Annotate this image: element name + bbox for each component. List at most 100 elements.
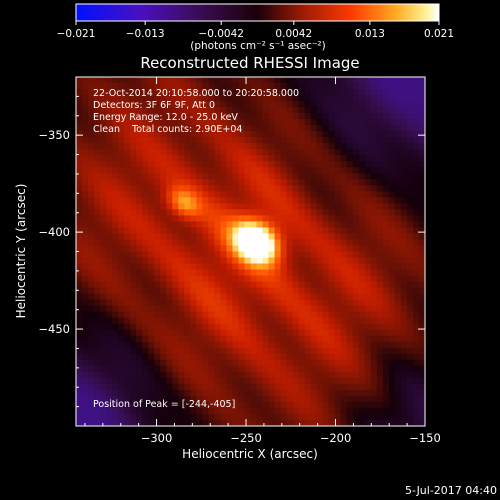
heatmap-cell <box>178 179 185 186</box>
heatmap-cell <box>274 101 281 108</box>
heatmap-cell <box>400 185 408 192</box>
heatmap-cell <box>178 221 185 228</box>
heatmap-cell <box>88 191 95 198</box>
heatmap-cell <box>298 323 306 331</box>
heatmap-cell <box>226 401 233 409</box>
heatmap-cell <box>340 209 348 216</box>
heatmap-cell <box>298 407 306 415</box>
heatmap-cell <box>136 209 143 216</box>
heatmap-cell <box>388 413 396 421</box>
heatmap-cell <box>418 383 425 391</box>
heatmap-cell <box>178 83 185 90</box>
heatmap-cell <box>172 245 179 252</box>
heatmap-cell <box>268 251 275 258</box>
heatmap-cell <box>76 383 83 391</box>
heatmap-cell <box>370 389 378 397</box>
heatmap-cell <box>214 233 221 240</box>
heatmap-cell <box>160 233 167 240</box>
heatmap-cell <box>112 149 119 156</box>
heatmap-cell <box>154 413 161 421</box>
heatmap-cell <box>220 359 227 367</box>
heatmap-cell <box>112 173 119 180</box>
heatmap-cell <box>214 335 221 343</box>
heatmap-cell <box>76 413 83 421</box>
heatmap-cell <box>280 389 288 397</box>
heatmap-cell <box>238 341 245 349</box>
heatmap-cell <box>340 77 348 84</box>
heatmap-cell <box>376 341 384 349</box>
heatmap-cell <box>394 401 402 409</box>
heatmap-cell <box>232 185 239 192</box>
heatmap-cell <box>292 371 300 379</box>
heatmap-cell <box>160 149 167 156</box>
heatmap-cell <box>148 233 155 240</box>
heatmap-cell <box>100 161 107 168</box>
heatmap-cell <box>370 149 378 156</box>
heatmap-cell <box>286 239 294 246</box>
heatmap-cell <box>208 347 215 355</box>
heatmap-cell <box>286 101 294 108</box>
heatmap-cell <box>346 407 354 415</box>
heatmap-cell <box>178 167 185 174</box>
heatmap-cell <box>166 107 173 114</box>
heatmap-cell <box>250 239 257 246</box>
heatmap-cell <box>406 167 414 174</box>
heatmap-cell <box>316 407 324 415</box>
heatmap-cell <box>136 341 143 349</box>
heatmap-cell <box>322 341 330 349</box>
heatmap-cell <box>106 419 113 426</box>
heatmap-cell <box>94 215 101 222</box>
heatmap-cell <box>214 143 221 150</box>
heatmap-cell <box>370 113 378 120</box>
heatmap-cell <box>382 269 390 276</box>
heatmap-cell <box>346 269 354 276</box>
heatmap-cell <box>280 341 288 349</box>
heatmap-cell <box>226 167 233 174</box>
heatmap-cell <box>262 371 269 379</box>
heatmap-cell <box>124 95 131 102</box>
heatmap-cell <box>130 329 137 337</box>
heatmap-cell <box>106 281 113 289</box>
heatmap-cell <box>226 209 233 216</box>
heatmap-cell <box>178 293 185 301</box>
heatmap-cell <box>184 215 191 222</box>
heatmap-cell <box>382 125 390 132</box>
heatmap-cell <box>418 275 425 282</box>
heatmap-cell <box>166 167 173 174</box>
heatmap-cell <box>154 371 161 379</box>
heatmap-cell <box>382 281 390 289</box>
heatmap-cell <box>376 215 384 222</box>
heatmap-cell <box>370 179 378 186</box>
heatmap-cell <box>112 413 119 421</box>
heatmap-cell <box>280 317 288 325</box>
heatmap-cell <box>376 251 384 258</box>
heatmap-cell <box>232 317 239 325</box>
heatmap-cell <box>190 407 197 415</box>
heatmap-cell <box>82 407 89 415</box>
heatmap-cell <box>196 269 203 276</box>
heatmap-cell <box>148 83 155 90</box>
heatmap-cell <box>94 107 101 114</box>
heatmap-cell <box>226 311 233 319</box>
heatmap-cell <box>202 317 209 325</box>
heatmap-cell <box>88 251 95 258</box>
heatmap-cell <box>322 347 330 355</box>
heatmap-cell <box>388 401 396 409</box>
heatmap-cell <box>400 137 408 144</box>
heatmap-cell <box>142 197 149 204</box>
heatmap-cell <box>82 227 89 234</box>
heatmap-cell <box>310 155 318 162</box>
heatmap-cell <box>250 143 257 150</box>
heatmap-cell <box>310 335 318 343</box>
heatmap-cell <box>340 125 348 132</box>
heatmap-cell <box>382 215 390 222</box>
heatmap-cell <box>208 161 215 168</box>
heatmap-cell <box>352 191 360 198</box>
heatmap-cell <box>340 383 348 391</box>
heatmap-cell <box>166 233 173 240</box>
heatmap-cell <box>382 419 390 426</box>
heatmap-cell <box>406 377 414 385</box>
heatmap-cell <box>112 377 119 385</box>
heatmap-cell <box>346 359 354 367</box>
heatmap-cell <box>172 155 179 162</box>
